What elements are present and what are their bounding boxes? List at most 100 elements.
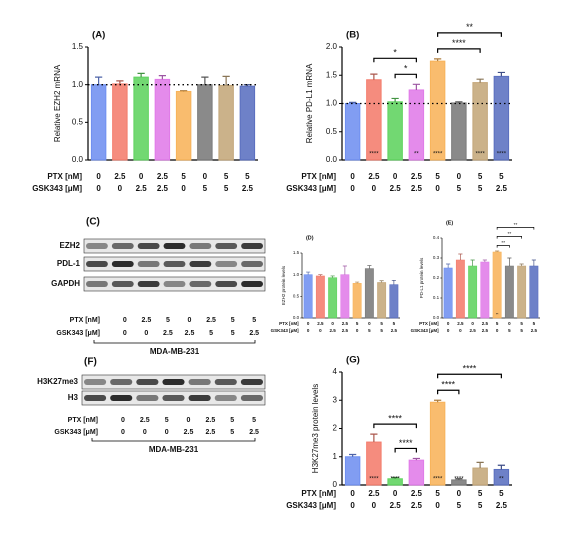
x-row-label: PTX [nM] (279, 321, 299, 326)
bar (408, 459, 425, 486)
bar-label: ** (499, 477, 504, 483)
x-row-value: 0 (393, 489, 398, 498)
x-row-value: 0 (307, 321, 310, 326)
x-row-value: 5 (435, 172, 440, 181)
bar (366, 79, 382, 161)
x-row-value: 0 (203, 172, 208, 181)
error-bar (495, 250, 500, 252)
panel-label: (D) (306, 236, 314, 242)
x-row-value: 0 (188, 317, 192, 324)
x-row-value: 5 (520, 321, 523, 326)
error-bar (391, 97, 399, 102)
x-row-value: 2.5 (140, 417, 150, 424)
comparison-label: **** (388, 413, 402, 423)
blot-band (240, 395, 263, 401)
error-bar (355, 281, 360, 284)
y-tick-label: 1.0 (293, 272, 300, 277)
cell-line-label: MDA-MB-231 (149, 445, 199, 454)
x-row-value: 0 (123, 330, 127, 337)
x-row-value: 5 (230, 429, 234, 436)
blot-band (136, 379, 159, 385)
blot-band (189, 281, 212, 287)
x-row-value: 0 (508, 321, 511, 326)
bar-label: **** (369, 152, 379, 158)
comparison-label: **** (399, 438, 413, 448)
x-row-label: PTX [nM] (70, 317, 100, 324)
y-axis-label: Relative PD-L1 mRNA (305, 63, 314, 143)
x-row-value: 0 (435, 501, 440, 510)
x-row-value: 0 (350, 489, 355, 498)
x-row-value: 2.5 (368, 489, 380, 498)
x-row-value: 2.5 (317, 321, 324, 326)
x-row-label: PTX [nM] (301, 489, 336, 498)
x-row-value: 0 (457, 172, 462, 181)
x-row-value: 0 (447, 321, 450, 326)
cell-line-label: MDA-MB-231 (150, 347, 200, 356)
blot-band (163, 281, 186, 287)
blot-band (137, 243, 160, 249)
x-row-value: 0 (165, 429, 169, 436)
x-row-label: GSK343 [μM] (271, 328, 300, 333)
error-bar (306, 271, 311, 275)
panel-label: (E) (446, 221, 453, 227)
x-row-value: 2.5 (249, 429, 259, 436)
x-row-value: 5 (368, 328, 371, 333)
error-bar (391, 279, 396, 285)
y-tick-label: 1.5 (326, 70, 338, 79)
bar (455, 259, 465, 319)
blot-band (162, 395, 185, 401)
comparison-bracket (437, 373, 502, 379)
bar (493, 75, 510, 161)
error-bar (180, 90, 188, 92)
x-row-value: 2.5 (206, 317, 216, 324)
x-row-value: 5 (478, 489, 483, 498)
comparison-bracket (496, 227, 535, 230)
error-bar (370, 433, 378, 443)
blot-strip (83, 276, 266, 292)
x-row-value: 0 (356, 328, 359, 333)
error-bar (243, 84, 251, 87)
bar-label: ** (496, 313, 499, 317)
error-bar (201, 76, 209, 85)
panel-label: (B) (346, 30, 359, 41)
x-row-value: 2.5 (163, 330, 173, 337)
bar (175, 90, 192, 161)
y-tick-label: 1 (333, 452, 338, 461)
x-row-value: 2.5 (531, 328, 538, 333)
bar-label: **** (390, 477, 400, 483)
comparison-bracket (437, 32, 502, 37)
blot-band (111, 281, 134, 287)
bar (352, 283, 362, 319)
x-row-value: 0 (372, 501, 377, 510)
y-tick-label: 0.0 (326, 155, 338, 164)
blot-band (86, 281, 108, 287)
bar (344, 456, 361, 486)
error-bar (455, 101, 463, 103)
x-row-value: 2.5 (390, 501, 402, 510)
x-row-value: 2.5 (391, 328, 398, 333)
comparison-bracket (394, 73, 417, 79)
y-tick-label: 0.5 (326, 127, 338, 136)
blot-row-label: GAPDH (51, 279, 80, 288)
cell-line-bracket (93, 340, 256, 344)
x-row-value: 0 (96, 172, 101, 181)
error-bar (531, 259, 536, 266)
y-tick-label: 0.5 (293, 294, 300, 299)
x-row-value: 5 (231, 330, 235, 337)
x-row-value: 5 (508, 328, 511, 333)
bar-label: **** (454, 477, 464, 483)
x-row-value: 5 (478, 501, 483, 510)
error-bar (370, 73, 378, 80)
error-bar (497, 71, 505, 77)
blot-band (163, 261, 186, 267)
x-row-label: PTX [nM] (68, 417, 98, 424)
bar (133, 76, 149, 161)
panel-label: (A) (92, 30, 105, 41)
blot-band (189, 261, 212, 267)
panel-label: (F) (84, 357, 97, 368)
bar-label: **** (497, 152, 507, 158)
x-row-value: 5 (224, 172, 229, 181)
blot-band (111, 243, 134, 249)
comparison-label: ** (514, 222, 518, 228)
